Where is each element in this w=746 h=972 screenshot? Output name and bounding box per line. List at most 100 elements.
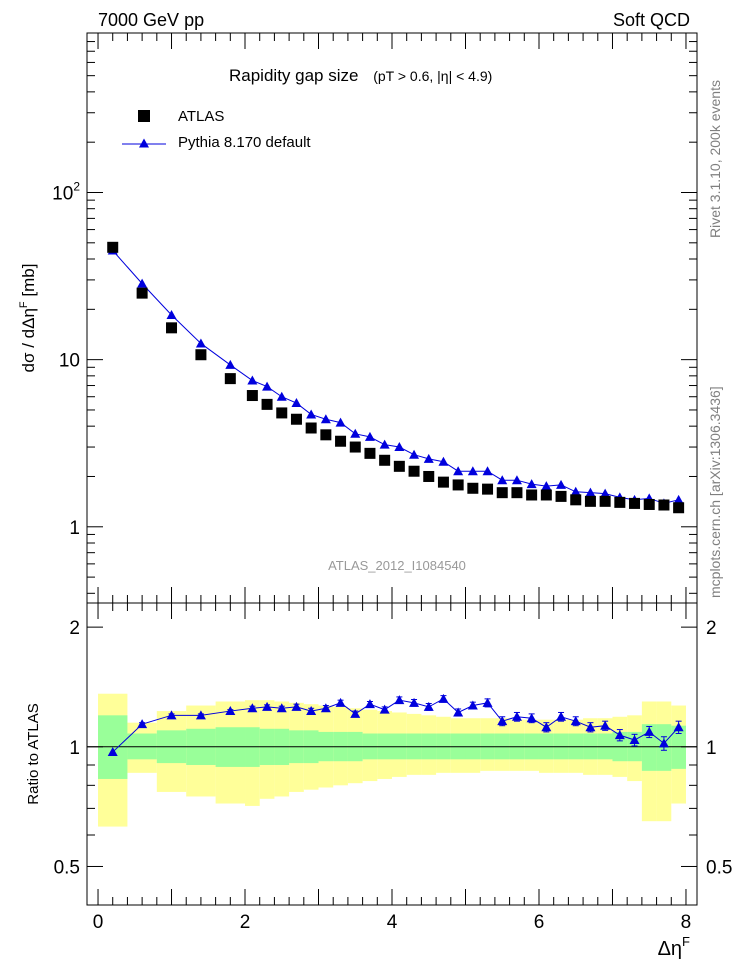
- ratio-pythia-point: [511, 711, 522, 721]
- analysis-id-label: ATLAS_2012_I1084540: [328, 558, 466, 573]
- ratio-pythia-point: [541, 722, 552, 732]
- energy-label: 7000 GeV pp: [98, 10, 204, 30]
- atlas-point: [320, 429, 332, 441]
- ratio-pythia-point: [291, 701, 302, 711]
- pythia-point: [556, 479, 567, 489]
- ratio-y-tick-label: 2: [69, 618, 80, 639]
- ratio-y-axis-label: Ratio to ATLAS: [25, 703, 42, 804]
- ratio-pythia-point: [107, 747, 118, 757]
- pythia-point: [291, 398, 302, 408]
- atlas-point: [166, 322, 178, 334]
- ratio-pythia-point: [379, 704, 390, 714]
- ratio-pythia-point: [276, 703, 287, 713]
- ratio-pythia-point: [247, 703, 258, 713]
- atlas-point: [195, 349, 207, 361]
- pythia-point: [166, 309, 177, 319]
- atlas-point: [393, 460, 405, 472]
- atlas-point: [379, 454, 391, 466]
- ratio-pythia-point: [673, 722, 684, 732]
- ratio-pythia-point: [585, 722, 596, 732]
- x-tick-label: 6: [534, 912, 545, 933]
- pythia-point: [195, 338, 206, 348]
- legend-atlas-marker: [138, 110, 150, 122]
- atlas-point: [408, 465, 420, 477]
- ratio-pythia-point: [438, 693, 449, 703]
- pythia-point: [438, 456, 449, 466]
- atlas-point: [364, 447, 376, 459]
- ratio-y-tick-label: 0.5: [54, 857, 80, 878]
- category-label: Soft QCD: [613, 10, 690, 30]
- pythia-point: [379, 439, 390, 449]
- pythia-point: [247, 375, 258, 385]
- plot-title-cuts: (pT > 0.6, |η| < 4.9): [373, 68, 492, 84]
- pythia-point: [526, 479, 537, 489]
- atlas-point: [614, 496, 626, 508]
- atlas-point: [423, 470, 435, 482]
- ratio-pythia-point: [453, 707, 464, 717]
- pythia-point: [225, 359, 236, 369]
- ratio-pythia-point: [556, 711, 567, 721]
- ratio-pythia-point: [570, 716, 581, 726]
- ratio-y-tick-label-right: 2: [706, 618, 717, 639]
- pythia-point: [482, 466, 493, 476]
- pythia-point: [335, 417, 346, 427]
- atlas-point: [276, 407, 288, 419]
- atlas-point: [246, 390, 258, 402]
- ratio-pythia-point: [644, 726, 655, 736]
- x-axis-label: ΔηF: [658, 934, 690, 960]
- mcplots-source-label: mcplots.cern.ch [arXiv:1306.3436]: [707, 386, 723, 598]
- ratio-pythia-point: [423, 701, 434, 711]
- atlas-point: [437, 476, 449, 488]
- main-y-tick-label: 10: [59, 351, 80, 372]
- atlas-point: [496, 487, 508, 499]
- atlas-point: [673, 502, 685, 514]
- rivet-version-label: Rivet 3.1.10, 200k events: [707, 80, 723, 238]
- atlas-point: [555, 490, 567, 502]
- atlas-point: [224, 373, 236, 385]
- ratio-pythia-point: [225, 706, 236, 716]
- atlas-point: [136, 287, 148, 299]
- main-plot-panel: 102 10 1 Rapidity gap size (pT > 0.6, |η| …: [18, 32, 698, 604]
- ratio-y-tick-label: 1: [69, 738, 80, 759]
- atlas-point: [335, 435, 347, 447]
- atlas-point: [107, 241, 119, 253]
- ratio-pythia-point: [614, 730, 625, 740]
- ratio-pythia-point: [262, 701, 273, 711]
- ratio-pythia-point: [306, 706, 317, 716]
- ratio-pythia-point: [629, 735, 640, 745]
- plot-title: Rapidity gap size (pT > 0.6, |η| < 4.9): [229, 66, 492, 85]
- atlas-point: [570, 494, 582, 506]
- ratio-pythia-point: [467, 700, 478, 710]
- pythia-point: [320, 414, 331, 424]
- ratio-pythia-point: [409, 697, 420, 707]
- legend-atlas-label: ATLAS: [178, 108, 224, 125]
- atlas-point: [261, 398, 273, 410]
- ratio-pythia-point: [526, 713, 537, 723]
- main-y-axis-label: dσ / dΔηF [mb]: [18, 264, 38, 373]
- pythia-point: [350, 428, 361, 438]
- atlas-point: [584, 495, 596, 507]
- pythia-point: [423, 453, 434, 463]
- pythia-point: [453, 466, 464, 476]
- atlas-point: [467, 482, 479, 494]
- ratio-pythia-point: [350, 708, 361, 718]
- atlas-point: [658, 499, 670, 511]
- ratio-pythia-point: [394, 695, 405, 705]
- pythia-point: [541, 481, 552, 491]
- atlas-point: [540, 489, 552, 501]
- ratio-y-tick-label-right: 0.5: [706, 857, 732, 878]
- pythia-point: [511, 475, 522, 485]
- ratio-pythia-point: [482, 697, 493, 707]
- ratio-pythia-point: [166, 710, 177, 720]
- pythia-point: [364, 431, 375, 441]
- x-tick-label: 2: [240, 912, 251, 933]
- pythia-point: [137, 278, 148, 288]
- atlas-point: [452, 479, 464, 491]
- pythia-point: [467, 466, 478, 476]
- pythia-point: [570, 486, 581, 496]
- atlas-point: [643, 498, 655, 510]
- main-y-tick-label: 102: [52, 179, 80, 204]
- ratio-pythia-point: [600, 720, 611, 730]
- atlas-point: [290, 413, 302, 425]
